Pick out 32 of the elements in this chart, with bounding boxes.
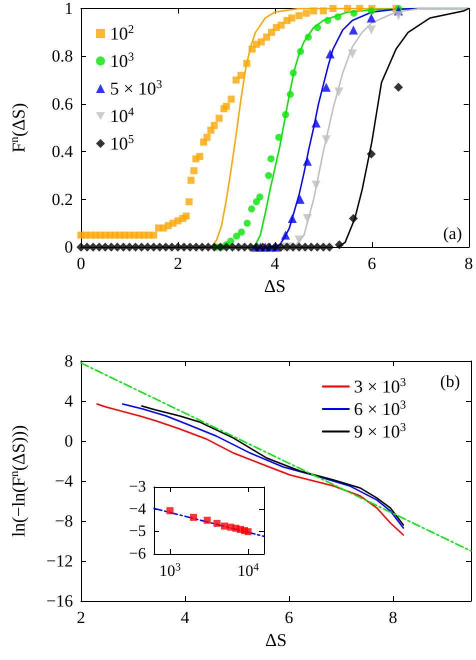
x-tick-label: 4 (180, 608, 190, 627)
annotation: (b) (440, 372, 460, 391)
y-tick-label: 0.4 (52, 142, 74, 162)
y-axis-title: ln(−ln(Fn(ΔS))) (7, 425, 28, 537)
y-tick-label: 0 (64, 238, 73, 257)
x-tick-label: 2 (76, 608, 86, 627)
y-tick-label: 0.8 (52, 46, 73, 66)
y-tick-label: −4 (54, 472, 74, 490)
y-tick-label: −12 (46, 552, 73, 570)
y-tick-label: −6 (128, 546, 146, 562)
annotation: (a) (443, 224, 462, 243)
y-tick-label: −16 (46, 592, 73, 610)
x-tick-label: 8 (464, 254, 473, 274)
y-tick-label: −4 (128, 500, 146, 518)
y-axis-title: Fn(ΔS) (7, 103, 28, 153)
y-tick-label: −5 (128, 523, 146, 540)
x-tick-label: 2 (174, 254, 182, 274)
x-tick-label: 6 (368, 254, 376, 274)
y-tick-label: 0 (64, 432, 73, 450)
y-tick-label: 0.6 (52, 94, 73, 114)
x-axis-title: ΔS (265, 630, 287, 650)
x-tick-label: 4 (270, 254, 280, 274)
x-tick-label: 0 (76, 254, 86, 274)
y-tick-label: 4 (64, 392, 74, 410)
y-tick-label: 8 (64, 352, 73, 370)
y-tick-label: 0.2 (52, 190, 73, 209)
y-tick-label: −8 (54, 512, 73, 530)
x-tick-label: 6 (284, 608, 294, 627)
y-tick-label: 1 (64, 0, 73, 18)
x-tick-label: 8 (388, 608, 398, 627)
y-tick-label: −3 (128, 478, 146, 496)
x-axis-title: ΔS (264, 276, 286, 296)
